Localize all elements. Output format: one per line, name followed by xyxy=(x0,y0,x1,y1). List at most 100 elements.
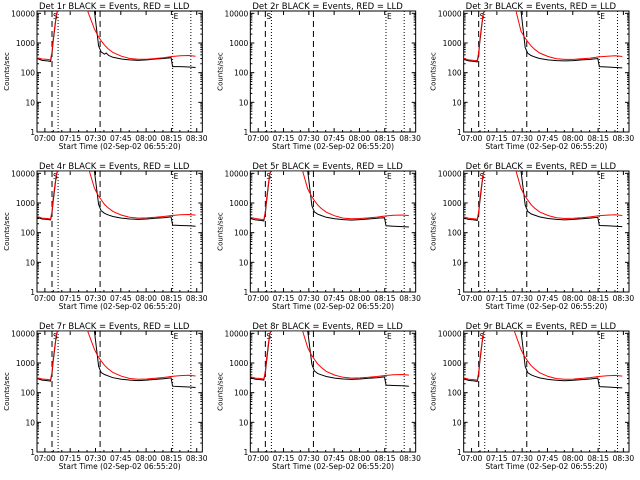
marker-label: S xyxy=(266,172,271,181)
y-tick-label: 100 xyxy=(21,229,36,238)
marker-label: E xyxy=(600,12,605,21)
y-tick-label: 10 xyxy=(239,258,249,267)
marker-label: E xyxy=(387,332,392,341)
x-tick-label: 08:30 xyxy=(613,134,635,143)
x-tick-label: 07:30 xyxy=(511,134,533,143)
x-tick-label: 07:45 xyxy=(537,454,559,463)
series-line-lld xyxy=(463,171,623,220)
x-tick-label: 08:00 xyxy=(349,294,371,303)
y-tick-label: 1 xyxy=(244,288,249,297)
x-tick-label: 08:15 xyxy=(161,134,183,143)
series-line-lld xyxy=(463,331,623,381)
y-tick-label: 10 xyxy=(239,418,249,427)
panel-title: Det 4r BLACK = Events, RED = LLD xyxy=(39,162,190,172)
series-line-events xyxy=(463,331,623,389)
y-axis-label: Counts/sec xyxy=(216,212,224,251)
x-tick-label: 07:15 xyxy=(486,134,508,143)
x-tick-label: 07:15 xyxy=(59,454,81,463)
y-tick-label: 100 xyxy=(21,69,36,78)
y-tick-label: 10000 xyxy=(438,9,462,18)
series-line-lld xyxy=(250,171,409,221)
y-tick-label: 10 xyxy=(25,258,35,267)
y-tick-label: 1 xyxy=(30,128,35,137)
x-tick-label: 08:00 xyxy=(562,454,584,463)
marker-label: E xyxy=(387,172,392,181)
x-tick-label: 08:00 xyxy=(349,454,371,463)
x-tick-label: 08:30 xyxy=(613,294,635,303)
marker-label: S xyxy=(266,12,271,21)
y-tick-label: 10000 xyxy=(224,329,248,338)
series-line-lld xyxy=(463,11,623,62)
x-tick-label: 07:00 xyxy=(247,454,269,463)
y-tick-label: 10000 xyxy=(438,169,462,178)
y-tick-label: 1 xyxy=(244,448,249,457)
x-tick-label: 07:30 xyxy=(298,454,320,463)
y-tick-label: 100 xyxy=(234,229,249,238)
x-tick-label: 08:15 xyxy=(587,454,609,463)
plot-frame xyxy=(36,10,203,133)
x-axis-label: Start Time (02-Sep-02 06:55:20) xyxy=(59,142,181,151)
x-tick-label: 07:15 xyxy=(59,294,81,303)
x-tick-label: 08:15 xyxy=(587,294,609,303)
y-axis-label: Counts/sec xyxy=(216,52,224,91)
y-tick-label: 100 xyxy=(447,69,462,78)
x-tick-label: 07:00 xyxy=(247,134,269,143)
panel-det-9: Det 9r BLACK = Events, RED = LLD 1 10 100 10… xyxy=(430,322,635,471)
marker-label: E xyxy=(174,332,179,341)
y-tick-label: 1000 xyxy=(16,359,35,368)
series-line-events xyxy=(37,11,196,68)
marker-label: S xyxy=(480,332,485,341)
x-axis-label: Start Time (02-Sep-02 06:55:20) xyxy=(272,302,394,311)
panel-title: Det 6r BLACK = Events, RED = LLD xyxy=(466,162,617,172)
x-tick-label: 08:30 xyxy=(399,134,421,143)
x-tick-label: 07:00 xyxy=(461,454,483,463)
y-axis-label: Counts/sec xyxy=(216,372,224,411)
series-line-events xyxy=(463,171,623,228)
panel-det-3: Det 3r BLACK = Events, RED = LLD 1 10 100 10… xyxy=(430,2,635,151)
panel-title: Det 5r BLACK = Events, RED = LLD xyxy=(252,162,403,172)
x-tick-label: 07:45 xyxy=(323,454,345,463)
y-tick-label: 1000 xyxy=(443,199,462,208)
y-tick-label: 1000 xyxy=(229,39,248,48)
y-axis-label: Counts/sec xyxy=(430,372,438,411)
x-tick-label: 08:15 xyxy=(161,294,183,303)
x-tick-label: 08:30 xyxy=(186,454,208,463)
x-tick-label: 07:30 xyxy=(85,294,107,303)
x-axis-label: Start Time (02-Sep-02 06:55:20) xyxy=(59,302,181,311)
x-tick-label: 08:15 xyxy=(374,294,396,303)
y-tick-label: 1000 xyxy=(16,199,35,208)
x-tick-label: 07:15 xyxy=(59,134,81,143)
y-tick-label: 100 xyxy=(234,69,249,78)
y-tick-label: 100 xyxy=(447,389,462,398)
x-tick-label: 07:00 xyxy=(461,134,483,143)
y-tick-label: 10 xyxy=(25,98,35,107)
y-tick-label: 10 xyxy=(239,98,249,107)
x-tick-label: 08:00 xyxy=(349,134,371,143)
x-tick-label: 07:45 xyxy=(537,134,559,143)
marker-label: E xyxy=(600,172,605,181)
plot-frame xyxy=(463,330,630,453)
series-line-events xyxy=(250,331,409,387)
x-tick-label: 07:45 xyxy=(110,294,132,303)
panel-title: Det 3r BLACK = Events, RED = LLD xyxy=(466,2,617,12)
y-axis-label: Counts/sec xyxy=(430,52,438,91)
x-axis-label: Start Time (02-Sep-02 06:55:20) xyxy=(485,142,607,151)
plot-frame xyxy=(36,170,203,293)
panel-det-8: Det 8r BLACK = Events, RED = LLD 1 10 100 10… xyxy=(216,322,421,471)
x-tick-label: 08:00 xyxy=(135,294,157,303)
x-tick-label: 07:30 xyxy=(298,294,320,303)
y-axis-label: Counts/sec xyxy=(430,212,438,251)
series-line-events xyxy=(37,171,196,227)
series-line-lld xyxy=(37,171,196,220)
y-tick-label: 1 xyxy=(30,288,35,297)
y-tick-label: 1 xyxy=(30,448,35,457)
plot-frame xyxy=(249,10,417,133)
marker-label: E xyxy=(600,332,605,341)
panel-title: Det 1r BLACK = Events, RED = LLD xyxy=(39,2,190,12)
plot-frame xyxy=(463,10,630,133)
x-tick-label: 07:15 xyxy=(273,134,295,143)
x-tick-label: 07:30 xyxy=(85,454,107,463)
x-tick-label: 07:00 xyxy=(461,294,483,303)
panel-det-6: Det 6r BLACK = Events, RED = LLD 1 10 100 10… xyxy=(430,162,635,311)
